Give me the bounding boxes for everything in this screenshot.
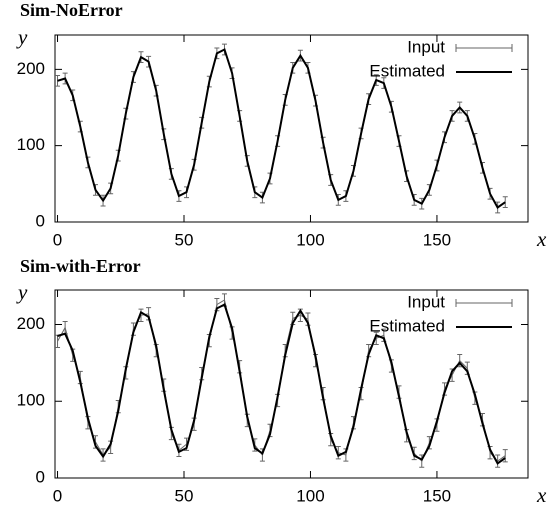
error-bar xyxy=(495,454,501,468)
y-tick-label: 0 xyxy=(36,211,45,230)
x-tick-label: 50 xyxy=(175,230,194,249)
y-tick-label: 100 xyxy=(17,391,45,410)
estimated-line xyxy=(57,48,506,209)
y-axis-label: y xyxy=(16,280,28,304)
x-tick-label: 100 xyxy=(296,230,324,249)
legend-swatch-cap xyxy=(455,44,513,52)
chart-title: Sim-with-Error xyxy=(20,256,141,276)
error-bar xyxy=(502,449,508,463)
error-bar xyxy=(457,353,463,368)
error-bar xyxy=(502,196,508,208)
x-tick-label: 100 xyxy=(296,486,324,505)
y-tick-label: 200 xyxy=(17,59,45,78)
legend-label: Estimated xyxy=(369,61,445,80)
legend-label: Estimated xyxy=(369,316,445,335)
legend-label: Input xyxy=(407,292,445,311)
x-axis-label: x xyxy=(536,483,547,507)
error-bar xyxy=(55,334,61,349)
y-tick-label: 0 xyxy=(36,467,45,486)
plot-frame xyxy=(54,289,529,479)
legend-label: Input xyxy=(407,37,445,56)
x-tick-label: 150 xyxy=(423,230,451,249)
x-tick-label: 50 xyxy=(175,486,194,505)
x-tick-label: 0 xyxy=(53,486,62,505)
y-tick-label: 100 xyxy=(17,135,45,154)
x-axis-label: x xyxy=(536,227,547,251)
y-tick-label: 200 xyxy=(17,314,45,333)
error-bar xyxy=(62,320,68,335)
estimated-line xyxy=(57,303,506,465)
plot-frame xyxy=(54,34,529,223)
y-axis-label: y xyxy=(16,25,28,49)
chart-title: Sim-NoError xyxy=(20,0,123,20)
x-tick-label: 150 xyxy=(423,486,451,505)
x-tick-label: 0 xyxy=(53,230,62,249)
legend-swatch-cap xyxy=(455,299,513,307)
